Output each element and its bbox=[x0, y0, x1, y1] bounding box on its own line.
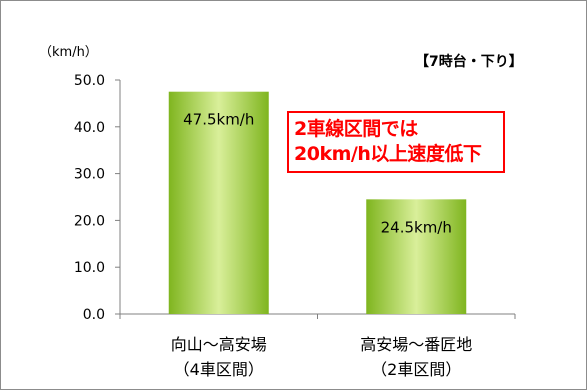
x-category-label: 高安場～番匠地 bbox=[360, 335, 472, 354]
x-category-label: 向山～高安場 bbox=[171, 335, 267, 354]
y-axis-unit-label: （km/h） bbox=[39, 45, 98, 60]
y-tick-label: 40.0 bbox=[74, 120, 105, 136]
annotation-callout: 2車線区間では 20km/h以上速度低下 bbox=[287, 111, 505, 173]
bar bbox=[366, 199, 467, 314]
y-tick-label: 50.0 bbox=[74, 73, 105, 89]
y-tick-label: 30.0 bbox=[74, 167, 105, 183]
y-tick-label: 0.0 bbox=[83, 307, 105, 323]
bar-data-label: 24.5km/h bbox=[381, 218, 452, 236]
x-category-sublabel: （2車区間） bbox=[371, 360, 461, 379]
y-tick-label: 20.0 bbox=[74, 213, 105, 229]
chart-subtitle: 【7時台・下り】 bbox=[415, 54, 523, 70]
x-category-sublabel: （4車区間） bbox=[174, 360, 264, 379]
annotation-line-2: 20km/h以上速度低下 bbox=[294, 143, 482, 165]
bar-data-label: 47.5km/h bbox=[183, 111, 254, 129]
y-tick-label: 10.0 bbox=[74, 260, 105, 276]
bar bbox=[168, 91, 269, 314]
annotation-line-1: 2車線区間では bbox=[294, 118, 418, 140]
